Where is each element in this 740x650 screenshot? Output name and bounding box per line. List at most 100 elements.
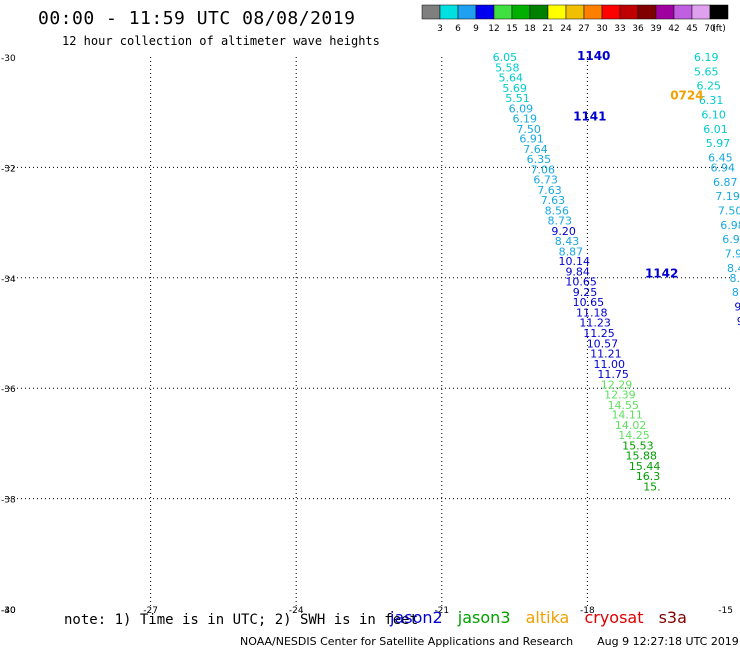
wave-height-value: 8.56 [545,204,570,217]
colorbar-label: 9 [473,24,479,34]
wave-height-value: 14.55 [608,399,640,412]
page-title: 00:00 - 11:59 UTC 08/08/2019 [38,8,356,29]
wave-height-value: 6.09 [509,102,534,115]
wave-height-value: 7.50 [516,123,541,136]
wave-height-value: 14.02 [615,419,647,432]
wave-height-value: 9.69 [737,315,740,328]
wave-height-value: 12.29 [601,378,633,391]
colorbar-label: 27 [578,24,589,34]
pass-id-label: 1141 [573,110,606,124]
wave-height-value: 8.73 [547,214,572,227]
wave-height-value: 15.88 [626,450,658,463]
wave-height-value: 15.53 [622,440,654,453]
wave-height-value: 6.10 [701,108,726,121]
colorbar-label: (ft) [712,24,726,34]
legend-s3a: s3a [658,608,687,627]
wave-height-value: 6.25 [696,80,721,93]
wave-height-value: 9.84 [565,266,590,279]
wave-height-value: 5.51 [505,92,530,105]
pass-id-label: 1142 [645,266,678,280]
wave-height-value: 11.00 [593,358,625,371]
wave-height-value: 10.65 [573,296,605,309]
pass-id-label: 0724 [670,89,703,103]
x-tick-label: -24 [289,606,304,616]
wave-height-value: 7.19 [715,190,740,203]
wave-height-value: 10.57 [587,337,619,350]
legend-jason3: jason3 [457,608,511,627]
wave-height-value: 10.14 [559,255,591,268]
wave-height-value: 7.50 [718,204,740,217]
wave-height-value: 14.25 [618,429,650,442]
colorbar-swatch [709,4,729,20]
colorbar-label: 3 [437,24,443,34]
page-subtitle: 12 hour collection of altimeter wave hei… [62,34,380,48]
footer-note: note: 1) Time is in UTC; 2) SWH is in fe… [64,612,419,628]
wave-height-value: 8.73 [732,286,740,299]
y-tick-label: -38 [1,496,16,506]
wave-height-value: 5.97 [706,137,731,150]
wave-height-value: 16.3 [636,470,661,483]
credit-timestamp: Aug 9 12:27:18 UTC 2019 [597,635,739,648]
wave-height-value: 6.87 [713,176,738,189]
wave-height-value: 6.01 [703,123,728,136]
wave-height-value: 15. [643,480,661,493]
wave-height-value: 6.31 [699,94,724,107]
wave-height-value: 11.18 [576,307,608,320]
colorbar-label: 42 [668,24,679,34]
colorbar-label: 70 [704,24,716,34]
wave-height-value: 5.69 [502,82,527,95]
wave-height-value: 6.91 [519,133,544,146]
wave-height-value: 5.64 [498,71,523,84]
wave-height-value: 6.73 [533,174,558,187]
color-scale-legend: 3 6 9 12 15 18 21 24 27 30 33 36 39 42 45 70(ft) [421,4,729,34]
wave-height-value: 7.06 [530,164,555,177]
wave-height-value: 8.34 [729,272,740,285]
wave-height-value: 6.45 [708,151,733,164]
wave-height-value: 6.94 [711,161,736,174]
colorbar-label: 36 [632,24,644,34]
colorbar-label: 12 [488,24,499,34]
colorbar-label: 30 [596,24,608,34]
footer-credit: NOAA/NESDIS Center for Satellite Applica… [240,635,739,648]
x-tick-label: -21 [434,606,449,616]
colorbar-label: 39 [650,24,662,34]
wave-height-value: 11.75 [597,368,629,381]
wave-height-value: 11.23 [579,317,611,330]
wave-height-value: 6.98 [720,219,740,232]
wave-height-value: 7.91 [725,248,740,261]
x-tick-label: -18 [580,606,595,616]
wave-height-value: 6.35 [527,153,552,166]
wave-height-value: 7.63 [541,194,566,207]
x-tick-label: -30 [1,606,16,616]
wave-height-value: 11.25 [583,327,615,340]
wave-height-value: 12.39 [604,388,636,401]
colorbar-label: 6 [455,24,461,34]
wave-height-value: 14.11 [611,409,643,422]
wave-height-value: 9.20 [551,225,576,238]
colorbar-label: 21 [542,24,553,34]
wave-height-value: 15.44 [629,460,661,473]
colorbar-label: 33 [614,24,625,34]
colorbar-label: 45 [686,24,697,34]
x-tick-label: -15 [718,606,733,616]
y-tick-label: -30 [1,54,16,64]
satellite-legend: jason2 jason3 altika cryosat s3a [390,608,697,627]
legend-cryosat: cryosat [584,608,644,627]
y-tick-label: -34 [1,275,16,285]
legend-jason2: jason2 [390,608,443,627]
credit-org: NOAA/NESDIS Center for Satellite Applica… [240,635,574,648]
wave-height-value: 5.65 [694,65,719,78]
wave-height-value: 10.65 [565,276,597,289]
wave-height-value: 8.43 [555,235,580,248]
colorbar-label: 24 [560,24,572,34]
colorbar-label: 15 [506,24,517,34]
wave-height-value: 7.64 [523,143,548,156]
pass-id-label: 1140 [577,49,610,63]
wave-height-value: 11.21 [590,347,622,360]
wave-height-value: 9.25 [573,286,598,299]
wave-height-value: 6.91 [722,233,740,246]
colorbar-label: 18 [524,24,536,34]
wave-height-value: 8.41 [727,262,740,275]
y-tick-label: -32 [1,164,16,174]
